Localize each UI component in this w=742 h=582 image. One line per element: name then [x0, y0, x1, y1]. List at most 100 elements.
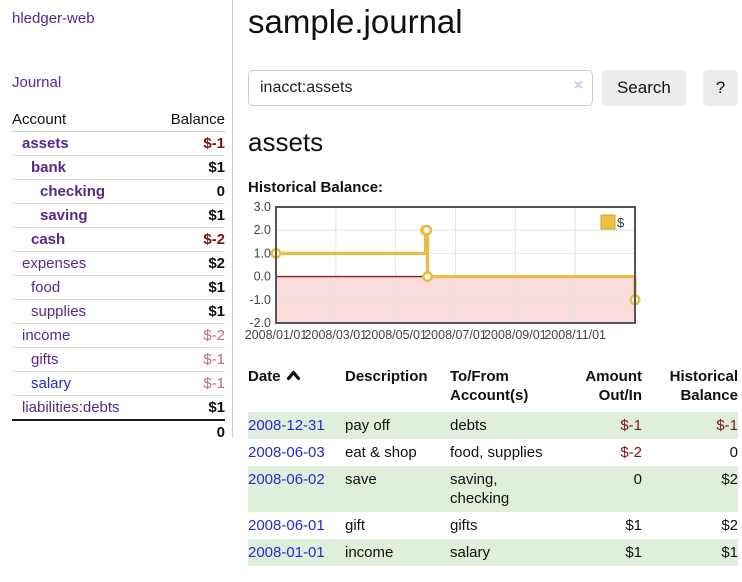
account-balance: $2 — [153, 251, 225, 276]
app-brand-link[interactable]: hledger-web — [12, 10, 95, 27]
transaction-date-link[interactable]: 2008-12-31 — [248, 417, 325, 434]
account-link-supplies[interactable]: supplies — [31, 303, 87, 320]
svg-text:2008/05/01: 2008/05/01 — [364, 328, 427, 342]
register-header-tofrom: To/From Account(s) — [450, 368, 529, 404]
account-balance: $1 — [153, 275, 225, 300]
transaction-amount: $1 — [625, 544, 642, 561]
transaction-accounts: saving, checking — [450, 471, 510, 507]
account-link-checking[interactable]: checking — [40, 183, 106, 200]
accounts-total-value: 0 — [153, 419, 225, 444]
chart-canvas: 3.0 2.0 1.0 0.0 -1.0 -2.02008/01/012008/03/01… — [245, 200, 641, 342]
account-link-food[interactable]: food — [31, 279, 61, 296]
accounts-header-row: Account Balance — [12, 108, 225, 132]
account-row: income $-2 — [12, 323, 225, 348]
transaction-balance: $-1 — [716, 417, 738, 434]
account-row: bank $1 — [12, 155, 225, 180]
account-link-gifts[interactable]: gifts — [31, 351, 59, 368]
clear-search-icon[interactable]: × — [573, 77, 583, 94]
account-row: supplies $1 — [12, 299, 225, 324]
account-row: cash $-2 — [12, 227, 225, 252]
historical-balance-chart: 3.0 2.0 1.0 0.0 -1.0 -2.0 2008/01/01 2008/03/01… — [245, 200, 742, 347]
transaction-row: 2008-01-01 income salary $1 $1 — [248, 539, 738, 566]
main-content: sample.journal × Search ? assets Histori… — [245, 0, 738, 566]
account-row: checking 0 — [12, 179, 225, 204]
transaction-description: pay off — [345, 417, 390, 434]
transaction-description: save — [345, 471, 377, 488]
svg-text:0.0: 0.0 — [254, 270, 271, 284]
register-header-balance: Historical Balance — [669, 368, 738, 404]
help-button[interactable]: ? — [702, 70, 738, 106]
transaction-description: eat & shop — [345, 444, 417, 461]
account-balance: $1 — [153, 299, 225, 324]
transaction-balance: 0 — [729, 444, 738, 461]
transaction-row: 2008-06-03 eat & shop food, supplies $-2 0 — [248, 439, 738, 466]
account-row: saving $1 — [12, 203, 225, 228]
register-header-date-label: Date — [248, 368, 281, 385]
accounts-total-spacer — [12, 419, 154, 444]
account-balance: $-1 — [153, 371, 225, 396]
search-button[interactable]: Search — [601, 70, 686, 106]
account-balance: $-1 — [153, 347, 225, 372]
account-balance: 0 — [153, 179, 225, 204]
search-input-wrap: × — [248, 70, 593, 106]
register-header-amount: Amount Out/In — [585, 368, 642, 404]
svg-text:2008/11/01: 2008/11/01 — [544, 328, 606, 342]
chart-title: Historical Balance: — [248, 179, 384, 196]
transaction-date-link[interactable]: 2008-06-01 — [248, 517, 325, 534]
account-row: salary $-1 — [12, 371, 225, 396]
sidebar: hledger-web Journal Account Balance asse… — [0, 0, 233, 444]
accounts-header-account: Account — [12, 108, 154, 132]
search-input[interactable] — [248, 70, 593, 106]
legend-swatch — [600, 214, 616, 230]
account-link-salary[interactable]: salary — [31, 375, 72, 392]
svg-text:2.0: 2.0 — [254, 223, 271, 237]
account-link-expenses[interactable]: expenses — [22, 255, 87, 272]
account-link-cash[interactable]: cash — [31, 231, 66, 248]
transaction-amount: $-2 — [620, 444, 642, 461]
register-header-date[interactable]: Date — [248, 365, 345, 412]
transaction-description: income — [345, 544, 394, 561]
sidebar-item-journal[interactable]: Journal — [12, 74, 62, 91]
transaction-date-link[interactable]: 2008-06-02 — [248, 471, 325, 488]
account-row: expenses $2 — [12, 251, 225, 276]
account-link-assets[interactable]: assets — [22, 135, 69, 152]
sort-ascending-icon — [286, 367, 301, 386]
account-link-saving[interactable]: saving — [40, 207, 88, 224]
transaction-balance: $2 — [721, 471, 738, 488]
register-table: Date Description To/From Account(s) Amoun… — [248, 365, 738, 566]
transaction-accounts: gifts — [450, 517, 478, 534]
svg-text:2008/01/01: 2008/01/01 — [245, 328, 308, 342]
svg-text:1.0: 1.0 — [254, 246, 271, 260]
legend-label: $ — [617, 215, 625, 230]
search-form: × Search ? — [248, 70, 738, 106]
transaction-row: 2008-06-01 gift gifts $1 $2 — [248, 512, 738, 539]
transaction-date-link[interactable]: 2008-01-01 — [248, 544, 325, 561]
transaction-description: gift — [345, 517, 366, 534]
account-row: assets $-1 — [12, 131, 225, 156]
svg-text:-2.0: -2.0 — [249, 316, 271, 330]
accounts-total-row: 0 — [12, 419, 225, 444]
account-link-income[interactable]: income — [22, 327, 71, 344]
register-header-row: Date Description To/From Account(s) Amoun… — [248, 365, 738, 412]
transaction-row: 2008-12-31 pay off debts $-1 $-1 — [248, 412, 738, 439]
account-row: food $1 — [12, 275, 225, 300]
account-row: liabilities:debts $1 — [12, 395, 225, 421]
transaction-amount: $-1 — [620, 417, 642, 434]
account-link-bank[interactable]: bank — [31, 159, 67, 176]
transaction-accounts: salary — [450, 544, 491, 561]
svg-text:2008/09/01: 2008/09/01 — [484, 328, 547, 342]
account-balance: $1 — [153, 395, 225, 421]
account-link-liabilities-debts[interactable]: liabilities:debts — [22, 399, 120, 416]
account-heading: assets — [248, 127, 324, 157]
account-balance: $-2 — [153, 227, 225, 252]
account-balance: $1 — [153, 155, 225, 180]
transaction-balance: $1 — [721, 544, 738, 561]
register-header-description: Description — [345, 368, 428, 385]
transaction-amount: 0 — [633, 471, 642, 488]
accounts-table: Account Balance assets $-1 bank $1 checking 0… — [12, 108, 225, 444]
transaction-date-link[interactable]: 2008-06-03 — [248, 444, 325, 461]
transaction-accounts: food, supplies — [450, 444, 543, 461]
transaction-row: 2008-06-02 save saving, checking 0 $2 — [248, 466, 738, 512]
transaction-amount: $1 — [625, 517, 642, 534]
svg-text:3.0: 3.0 — [254, 200, 271, 214]
